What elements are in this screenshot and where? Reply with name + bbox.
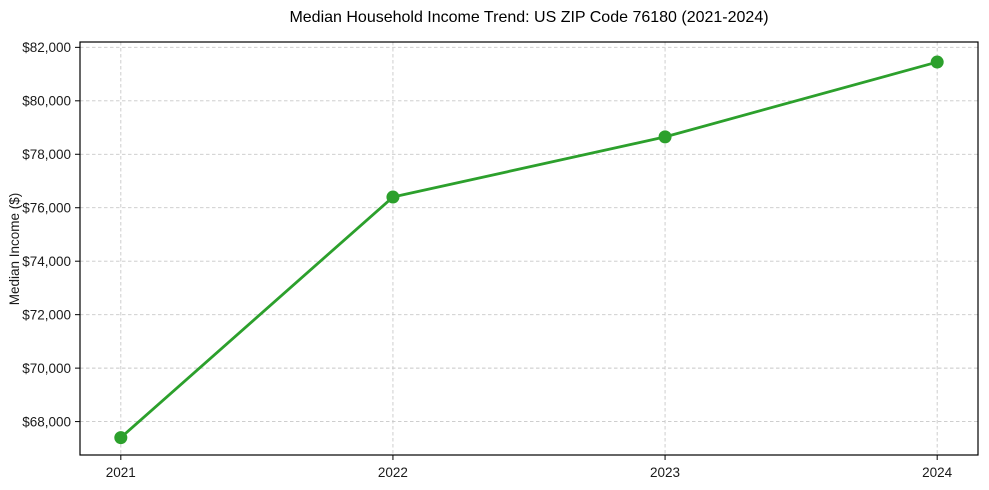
x-tick-label: 2024 xyxy=(922,465,953,480)
y-tick-label: $82,000 xyxy=(22,40,71,55)
y-tick-label: $80,000 xyxy=(22,94,71,109)
data-point-2021 xyxy=(114,431,128,445)
plot-border xyxy=(79,41,979,456)
x-tick-label: 2023 xyxy=(650,465,680,480)
chart-title: Median Household Income Trend: US ZIP Co… xyxy=(289,9,769,26)
x-tick-label: 2022 xyxy=(378,465,408,480)
y-tick-label: $72,000 xyxy=(22,307,71,322)
y-tick-label: $70,000 xyxy=(22,361,71,376)
y-tick-label: $78,000 xyxy=(22,147,71,162)
data-point-2023 xyxy=(658,130,672,144)
y-tick-label: $74,000 xyxy=(22,254,71,269)
x-tick-label: 2021 xyxy=(106,465,136,480)
y-tick-label: $68,000 xyxy=(22,414,71,429)
y-tick-label: $76,000 xyxy=(22,201,71,216)
trend-line xyxy=(119,60,939,440)
y-axis-label: Median Income ($) xyxy=(7,193,22,306)
data-point-2024 xyxy=(930,55,944,69)
data-point-2022 xyxy=(386,190,400,204)
